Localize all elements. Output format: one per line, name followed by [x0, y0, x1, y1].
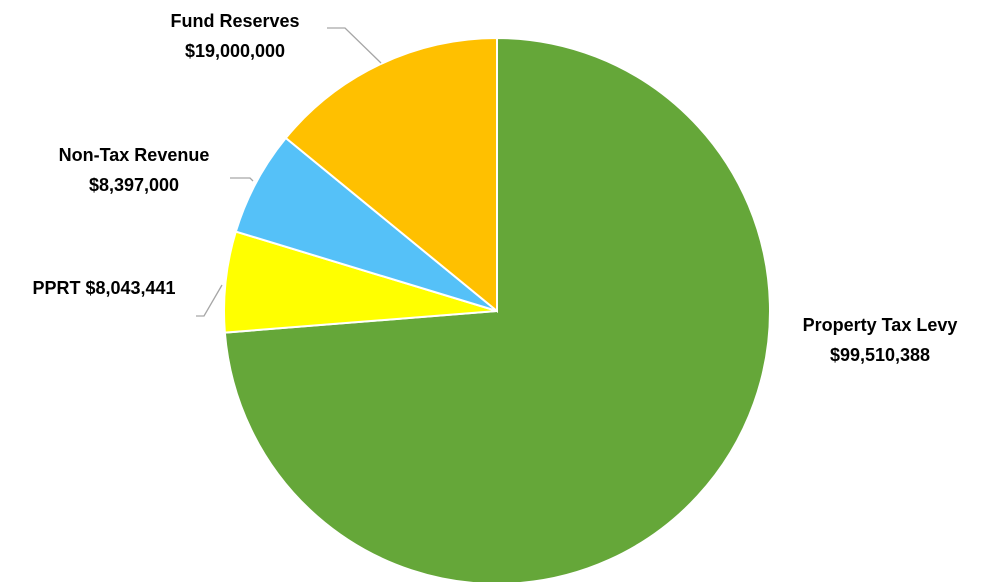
- label-non-tax-revenue-value: $8,397,000: [89, 175, 179, 195]
- label-property-tax-levy-value: $99,510,388: [830, 345, 930, 365]
- label-property-tax-levy-name: Property Tax Levy: [803, 315, 958, 335]
- label-fund-reserves-value: $19,000,000: [185, 41, 285, 61]
- leader-line-non-tax-revenue: [230, 177, 254, 182]
- leader-line-fund-reserves: [327, 27, 382, 64]
- leader-lines: [196, 27, 382, 317]
- label-pprt-name: PPRT: [32, 278, 80, 298]
- label-pprt: PPRT $8,043,441: [32, 278, 175, 298]
- label-fund-reserves-name: Fund Reserves: [170, 11, 299, 31]
- label-pprt-value: $8,043,441: [85, 278, 175, 298]
- leader-line-pprt: [196, 284, 223, 317]
- pie-slices: [223, 36, 771, 582]
- data-labels: Property Tax Levy $99,510,388 PPRT $8,04…: [32, 11, 957, 365]
- slice-fund-reserves: [284, 36, 498, 314]
- label-non-tax-revenue-name: Non-Tax Revenue: [59, 145, 210, 165]
